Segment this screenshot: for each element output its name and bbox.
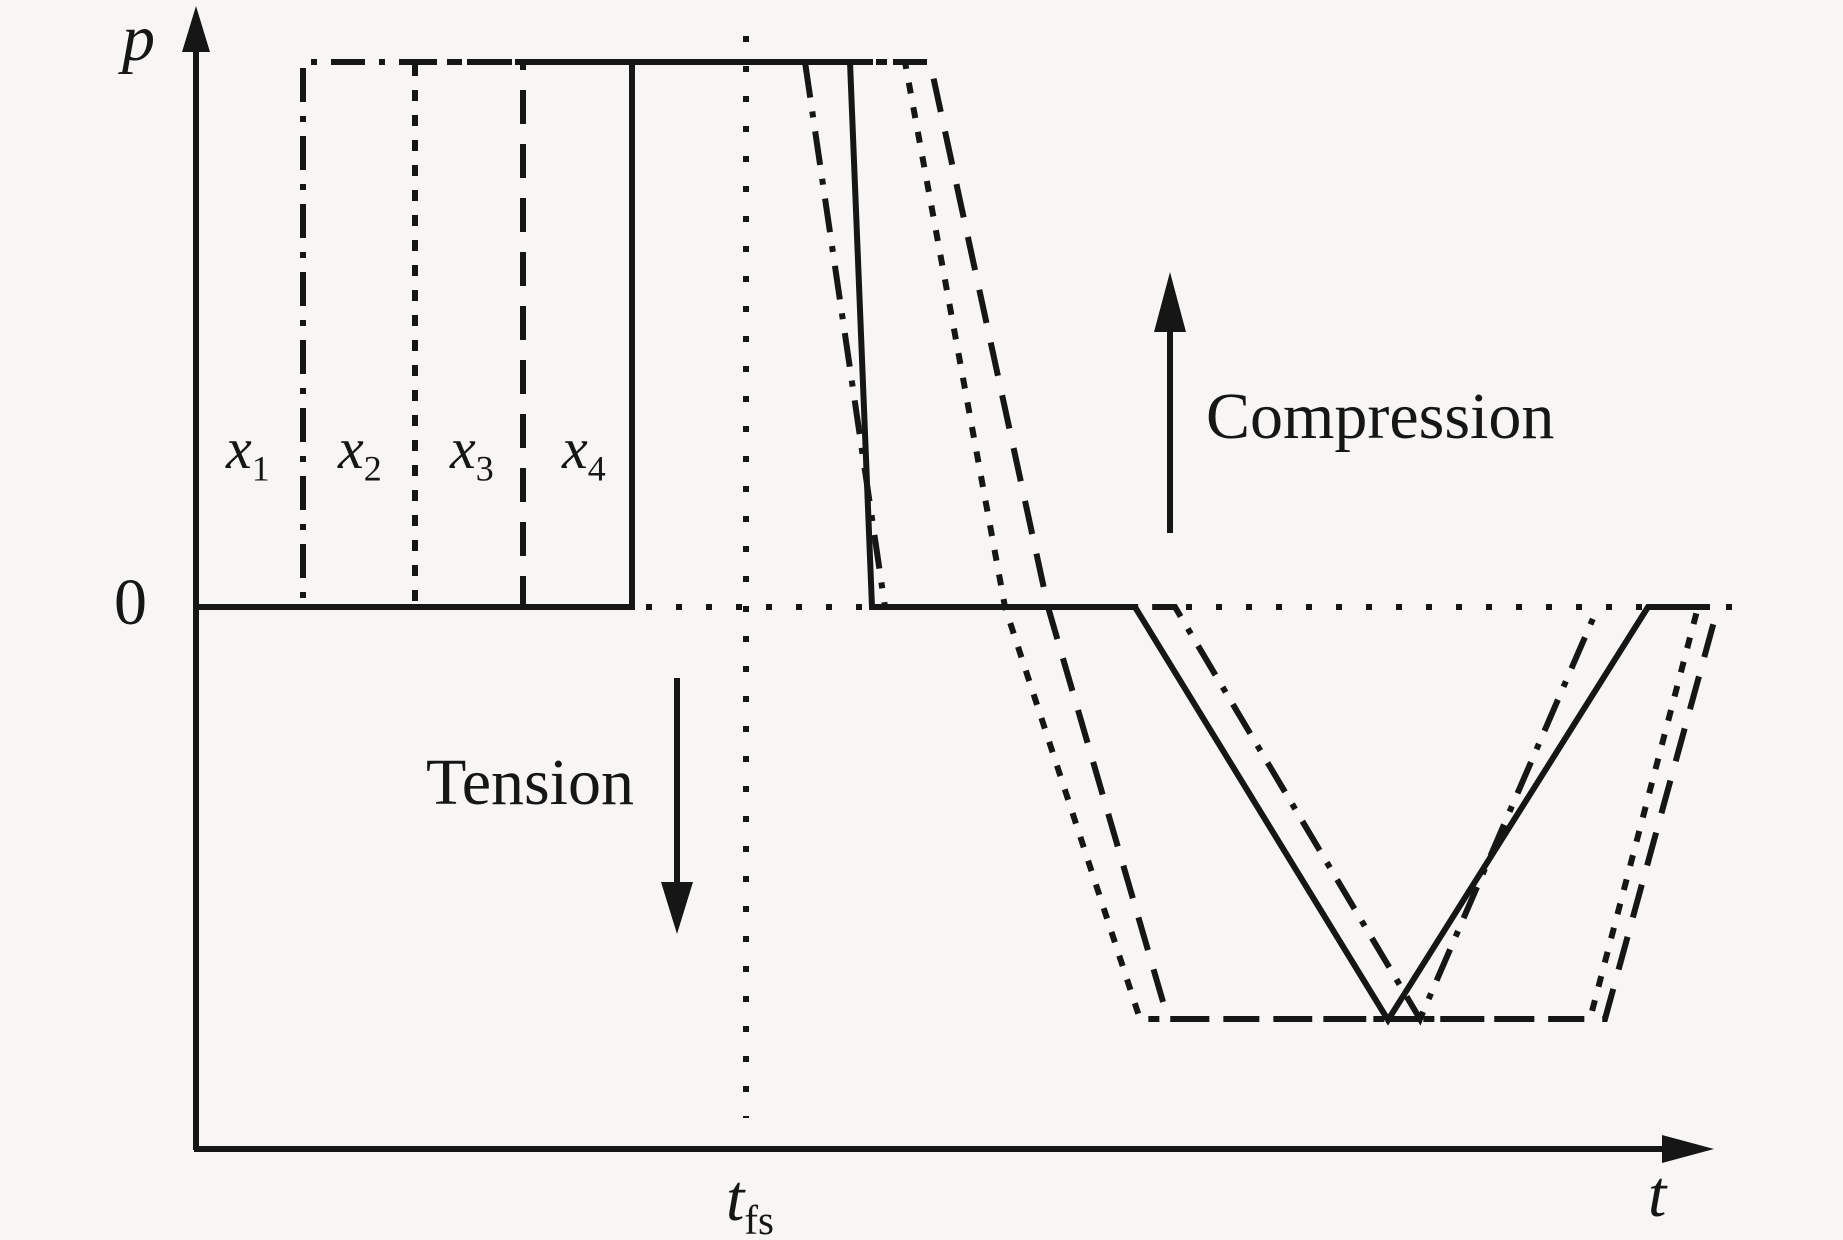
- t-axis-label: t: [1648, 1158, 1667, 1231]
- compression-arrow-head-icon: [1154, 272, 1186, 332]
- curve-x4: [196, 59, 1710, 1026]
- tension-label: Tension: [426, 746, 635, 819]
- tension-arrow-head-icon: [661, 882, 693, 934]
- tfs-label-sub: fs: [744, 1198, 774, 1240]
- compression-label: Compression: [1206, 380, 1555, 453]
- position-label-x1: x1: [226, 416, 270, 489]
- tfs-label-base: t: [726, 1162, 745, 1235]
- p-axis-label: p: [122, 2, 155, 75]
- curve-x3: [196, 59, 1721, 1022]
- position-label-x4: x4: [562, 416, 606, 489]
- tfs-label: tfs: [726, 1166, 774, 1240]
- curve-x1: [196, 59, 1601, 1026]
- position-label-x3: x3: [450, 416, 494, 489]
- position-label-x2: x2: [338, 416, 382, 489]
- zero-label: 0: [114, 566, 147, 639]
- p-axis-head-icon: [182, 6, 210, 52]
- t-axis-head-icon: [1662, 1135, 1714, 1163]
- curve-x2: [196, 59, 1701, 1022]
